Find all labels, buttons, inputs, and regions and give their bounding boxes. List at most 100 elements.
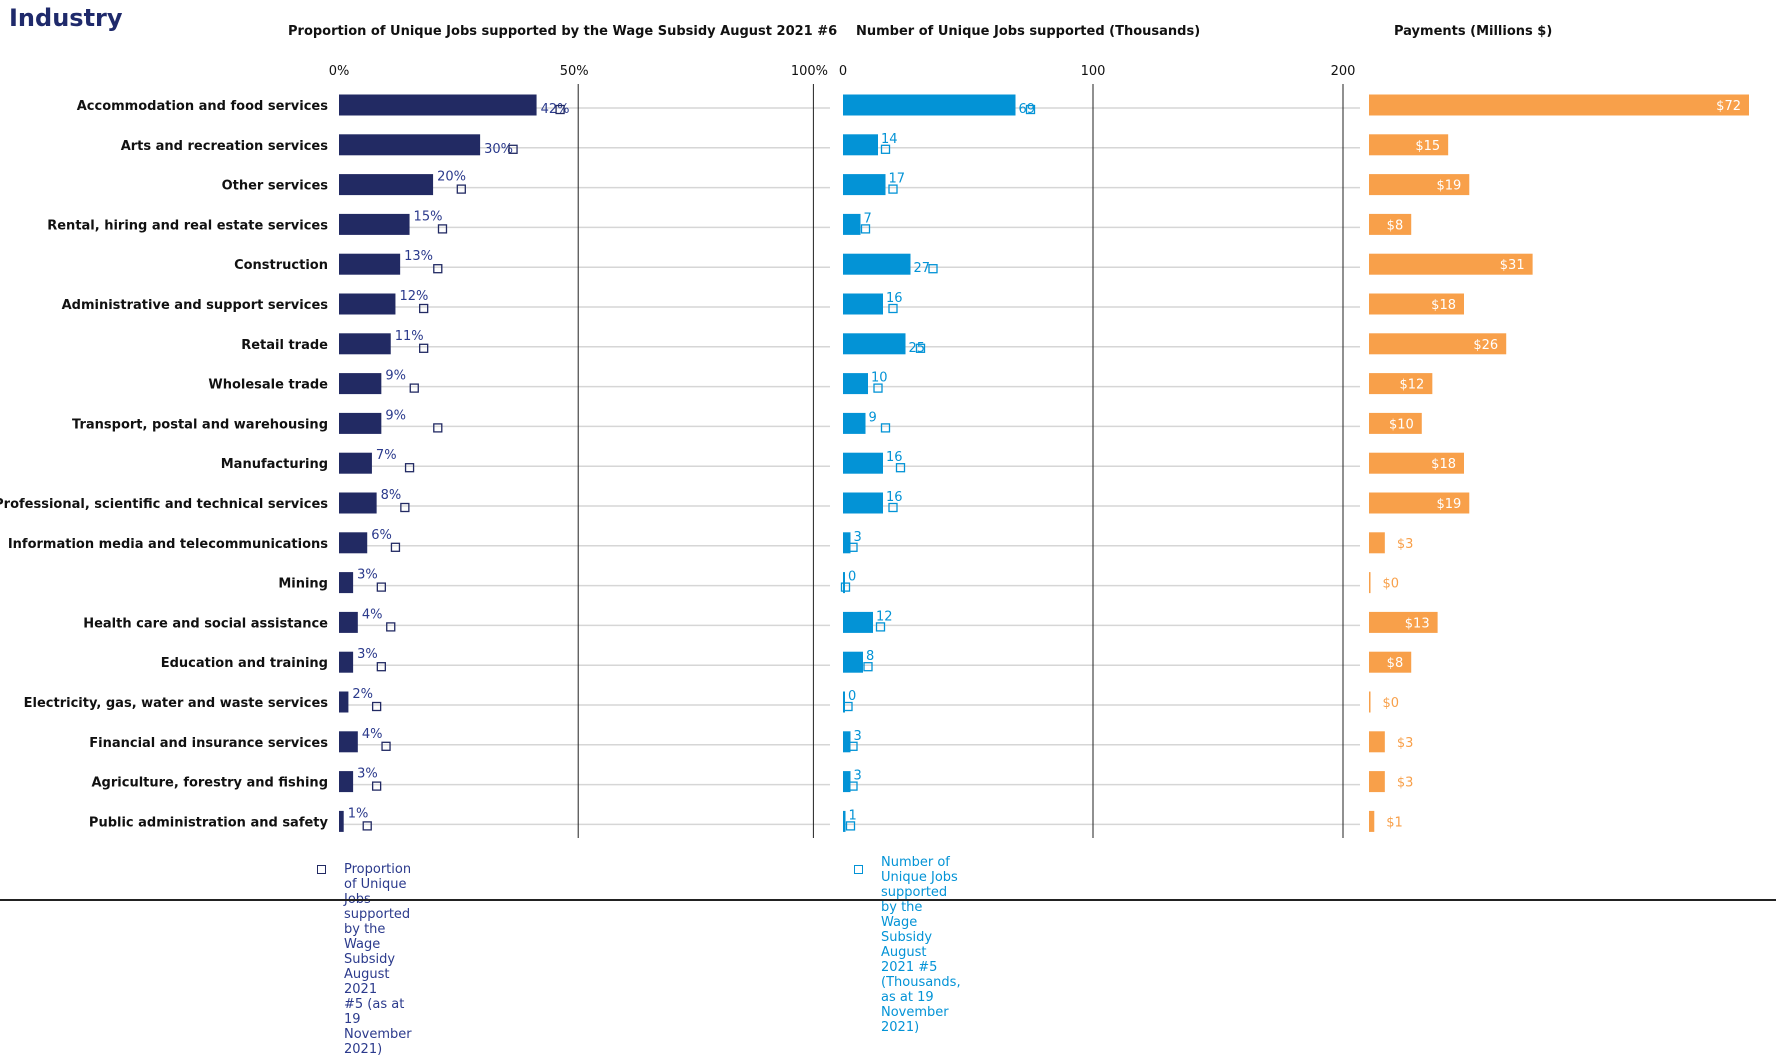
data-label-jobs: 14 bbox=[881, 132, 898, 147]
category-label: Mining bbox=[278, 577, 328, 592]
axis-tick-label-proportion: 100% bbox=[791, 64, 828, 79]
data-label-jobs: 0 bbox=[848, 570, 856, 585]
marker-proportion-prev bbox=[362, 821, 372, 831]
panel-title-proportion: Proportion of Unique Jobs supported by t… bbox=[288, 24, 838, 39]
marker-jobs-prev bbox=[880, 144, 891, 154]
data-label-payments: $26 bbox=[1473, 338, 1498, 353]
data-label-proportion: 9% bbox=[385, 369, 406, 384]
legend-label-jobs-line1: Number of Unique Jobs supported by the W… bbox=[881, 855, 958, 975]
bar-payments bbox=[1369, 731, 1385, 753]
bar-jobs bbox=[843, 651, 863, 673]
marker-proportion-prev bbox=[371, 781, 382, 791]
data-label-jobs: 9 bbox=[869, 410, 877, 425]
data-label-payments: $3 bbox=[1397, 776, 1414, 791]
bar-payments bbox=[1369, 213, 1412, 235]
data-label-proportion: 12% bbox=[399, 289, 428, 304]
bar-proportion bbox=[339, 134, 481, 156]
bar-proportion bbox=[339, 253, 401, 275]
data-label-payments: $19 bbox=[1436, 497, 1461, 512]
marker-proportion-prev bbox=[371, 701, 382, 712]
marker-proportion-prev bbox=[555, 104, 565, 115]
marker-jobs-prev bbox=[860, 224, 871, 234]
marker-proportion-prev bbox=[386, 622, 396, 632]
data-label-payments: $31 bbox=[1500, 258, 1525, 273]
bar-jobs bbox=[843, 94, 1016, 116]
data-label-payments: $72 bbox=[1716, 99, 1741, 114]
marker-proportion-prev bbox=[376, 662, 386, 672]
legend-swatch-jobs bbox=[854, 865, 863, 874]
category-label: Public administration and safety bbox=[89, 815, 329, 830]
legend-swatch-proportion bbox=[317, 865, 326, 874]
data-label-payments: $3 bbox=[1397, 537, 1414, 552]
marker-proportion-prev bbox=[437, 224, 448, 234]
bar-jobs bbox=[843, 492, 883, 514]
data-label-proportion: 1% bbox=[348, 806, 369, 821]
bar-proportion bbox=[339, 651, 354, 673]
bar-jobs bbox=[843, 532, 851, 554]
marker-proportion-prev bbox=[419, 303, 429, 314]
data-label-proportion: 3% bbox=[357, 767, 378, 782]
data-label-proportion: 3% bbox=[357, 647, 378, 662]
marker-proportion-prev bbox=[376, 582, 386, 592]
bar-jobs bbox=[843, 373, 868, 395]
marker-jobs-prev bbox=[928, 264, 938, 274]
data-label-jobs: 3 bbox=[854, 769, 862, 784]
marker-proportion-prev bbox=[409, 383, 419, 393]
data-label-proportion: 11% bbox=[395, 329, 424, 344]
marker-proportion-prev bbox=[404, 463, 415, 473]
bar-payments bbox=[1369, 174, 1470, 196]
marker-proportion-prev bbox=[456, 184, 466, 194]
data-label-proportion: 3% bbox=[357, 568, 378, 583]
data-label-proportion: 8% bbox=[381, 488, 402, 503]
bar-jobs bbox=[843, 333, 906, 355]
marker-jobs-prev bbox=[845, 821, 856, 831]
axis-tick-label-jobs: 100 bbox=[1081, 64, 1106, 79]
marker-jobs-prev bbox=[888, 184, 898, 194]
category-label: Rental, hiring and real estate services bbox=[47, 218, 328, 233]
data-label-jobs: 1 bbox=[849, 808, 857, 823]
data-label-proportion: 6% bbox=[371, 528, 392, 543]
industry-chart: Accommodation and food services Arts and … bbox=[0, 64, 1749, 838]
category-label: Retail trade bbox=[241, 338, 328, 353]
bar-proportion bbox=[339, 492, 377, 514]
marker-jobs-prev bbox=[888, 303, 898, 314]
bar-jobs bbox=[843, 452, 883, 474]
data-label-jobs: 3 bbox=[854, 729, 862, 744]
data-label-proportion: 2% bbox=[352, 687, 373, 702]
legend-label-proportion-line1: Proportion of Unique Jobs supported by t… bbox=[344, 862, 412, 997]
marker-jobs-prev bbox=[848, 741, 858, 751]
bar-proportion bbox=[339, 731, 358, 753]
bar-proportion bbox=[339, 213, 410, 235]
bar-payments bbox=[1369, 253, 1533, 275]
axis-tick-label-proportion: 0% bbox=[329, 64, 350, 79]
data-label-payments: $19 bbox=[1436, 179, 1461, 194]
bar-payments bbox=[1369, 333, 1507, 355]
bar-jobs bbox=[843, 412, 866, 434]
bar-jobs bbox=[843, 731, 851, 753]
marker-jobs-prev bbox=[1025, 104, 1036, 115]
data-label-payments: $15 bbox=[1415, 139, 1440, 154]
category-label: Transport, postal and warehousing bbox=[72, 417, 328, 432]
marker-proportion-prev bbox=[390, 542, 401, 552]
panel-title-jobs: Number of Unique Jobs supported (Thousan… bbox=[856, 24, 1201, 39]
legend-label-jobs-line2: (Thousands, as at 19 November 2021) bbox=[881, 975, 961, 1035]
bar-proportion bbox=[339, 691, 349, 713]
data-label-jobs: 3 bbox=[854, 530, 862, 545]
bar-payments bbox=[1369, 611, 1438, 633]
data-label-payments: $12 bbox=[1400, 378, 1425, 393]
data-label-jobs: 0 bbox=[848, 689, 856, 704]
bar-jobs bbox=[843, 134, 878, 156]
bar-proportion bbox=[339, 412, 382, 434]
marker-jobs-prev bbox=[848, 542, 858, 552]
data-label-jobs: 27 bbox=[914, 261, 931, 276]
category-label: Agriculture, forestry and fishing bbox=[92, 776, 329, 791]
bar-payments bbox=[1369, 134, 1449, 156]
bar-proportion bbox=[339, 771, 354, 793]
bar-payments bbox=[1369, 293, 1464, 315]
data-label-jobs: 16 bbox=[886, 490, 903, 505]
bar-proportion bbox=[339, 333, 391, 355]
category-label: Arts and recreation services bbox=[121, 139, 329, 154]
category-label: Wholesale trade bbox=[208, 378, 328, 393]
data-label-payments: $13 bbox=[1405, 616, 1430, 631]
data-label-proportion: 42% bbox=[541, 102, 570, 117]
